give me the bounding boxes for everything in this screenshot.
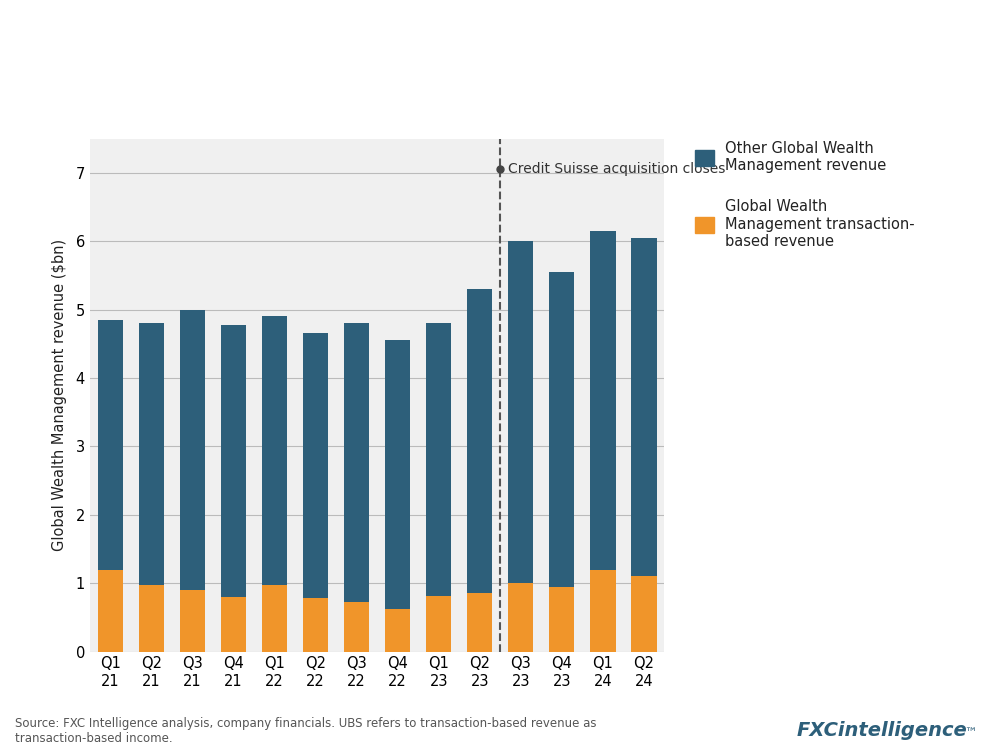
Bar	[467, 289, 493, 593]
Bar	[549, 586, 574, 652]
Bar	[221, 597, 246, 652]
Bar	[139, 585, 164, 652]
Text: Source: FXC Intelligence analysis, company financials. UBS refers to transaction: Source: FXC Intelligence analysis, compa…	[15, 718, 596, 745]
Bar	[303, 333, 329, 598]
Bar	[508, 241, 533, 583]
Text: UBS Global Wealth Management transaction revenue steady: UBS Global Wealth Management transaction…	[15, 31, 794, 55]
Bar	[303, 598, 329, 652]
Bar	[221, 325, 246, 597]
Text: FXCintelligence: FXCintelligence	[796, 721, 967, 740]
Text: ™: ™	[964, 727, 977, 740]
Bar	[180, 590, 205, 652]
Text: UBS Global Wealth Management transaction-based revenue & overall revenue: UBS Global Wealth Management transaction…	[15, 87, 666, 105]
Bar	[385, 340, 411, 609]
Bar	[508, 583, 533, 652]
Bar	[262, 585, 288, 652]
Bar	[426, 595, 452, 652]
Bar	[344, 602, 370, 652]
Bar	[98, 569, 123, 652]
Bar	[344, 324, 370, 602]
Bar	[549, 272, 574, 586]
Bar	[467, 593, 493, 652]
Bar	[98, 320, 123, 569]
Bar	[180, 309, 205, 590]
Bar	[590, 231, 615, 569]
Bar	[590, 569, 615, 652]
Bar	[262, 316, 288, 585]
Text: Credit Suisse acquisition closes: Credit Suisse acquisition closes	[507, 163, 725, 176]
Bar	[426, 324, 452, 595]
Bar	[631, 237, 656, 577]
Bar	[139, 324, 164, 585]
Y-axis label: Global Wealth Management revenue ($bn): Global Wealth Management revenue ($bn)	[52, 239, 67, 551]
Bar	[631, 577, 656, 652]
Legend: Other Global Wealth
Management revenue, Global Wealth
Management transaction-
ba: Other Global Wealth Management revenue, …	[694, 141, 915, 249]
Bar	[385, 609, 411, 652]
